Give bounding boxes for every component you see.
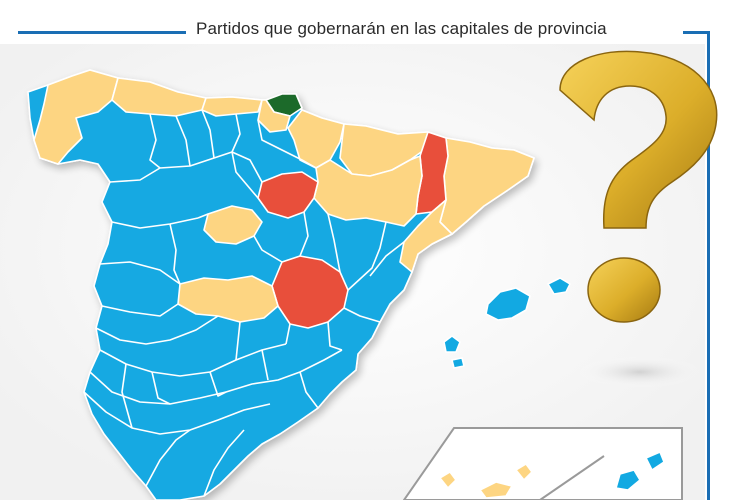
- balearic-islands: [443, 277, 571, 369]
- question-mark-shadow: [576, 356, 704, 388]
- mainland: [27, 69, 535, 500]
- island-mallorca: [485, 287, 531, 321]
- province-cantabria-yellow: [201, 96, 263, 117]
- province-galicia-yellow: [33, 69, 119, 165]
- question-mark-hook: [559, 50, 718, 229]
- frame-rule-vertical: [707, 31, 710, 500]
- question-mark-icon: [559, 50, 718, 388]
- island-canary-5: [645, 451, 665, 471]
- header-rule-left: [18, 31, 186, 34]
- page-title: Partidos que gobernarán en las capitales…: [196, 19, 607, 38]
- island-formentera: [451, 357, 465, 369]
- province-rioja-yellow: [313, 155, 423, 227]
- province-borders: [83, 109, 405, 497]
- island-canary-2: [479, 481, 513, 499]
- canary-inset: [402, 427, 683, 500]
- island-ibiza: [443, 335, 461, 353]
- island-canary-4: [615, 469, 641, 491]
- province-castellon-yellow: [399, 199, 453, 273]
- province-bizkaia-yellow: [257, 99, 291, 133]
- province-toledo-yellow: [177, 275, 279, 323]
- header-rule-right: [683, 31, 707, 34]
- province-valladolid-red: [257, 171, 319, 219]
- island-menorca: [547, 277, 571, 295]
- island-canary-3: [515, 463, 533, 481]
- province-asturias-yellow: [111, 77, 207, 117]
- question-mark-dot: [587, 257, 661, 323]
- canary-inset-divider: [539, 455, 605, 500]
- island-canary-1: [439, 471, 457, 489]
- canary-inset-frame: [402, 427, 683, 500]
